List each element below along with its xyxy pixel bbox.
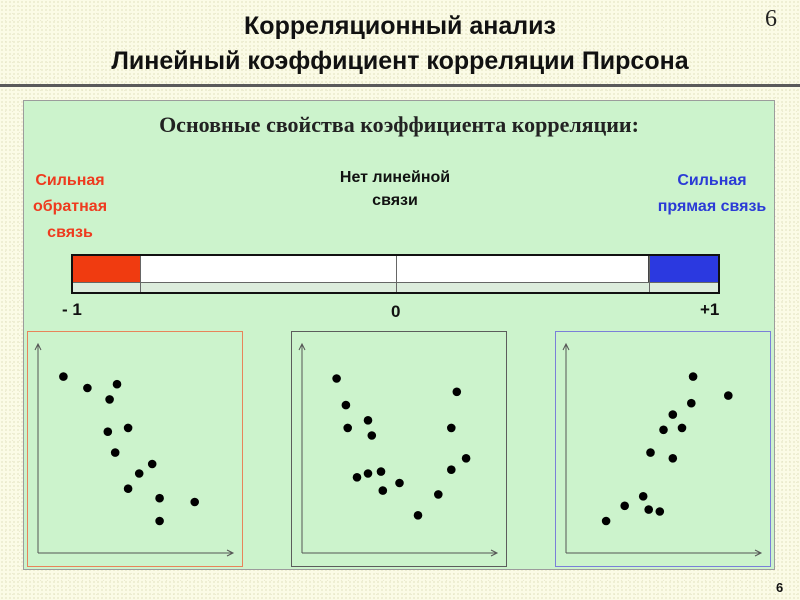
y-axis-arrow-icon xyxy=(34,342,42,351)
scatter-point-positive xyxy=(668,410,678,419)
scatter-point-negative xyxy=(103,427,113,436)
scatter-point-positive xyxy=(638,492,648,501)
scatter-point-none xyxy=(461,454,471,463)
correlation-scale-bar xyxy=(71,254,720,294)
scatter-point-none xyxy=(378,486,388,495)
scatter-point-none xyxy=(363,416,373,425)
slide-number-bottom: 6 xyxy=(776,580,784,595)
scatter-point-none xyxy=(376,467,386,476)
scatter-point-negative xyxy=(147,459,157,469)
scale-label-plus-one: +1 xyxy=(700,300,720,319)
label-no-linear: Нет линейной связи xyxy=(339,169,451,209)
scatter-plot-positive-svg xyxy=(562,342,763,557)
x-axis-arrow-icon xyxy=(226,549,235,557)
scatter-point-positive xyxy=(646,448,655,457)
scatter-point-positive xyxy=(644,505,653,514)
scatter-plot-none-svg xyxy=(298,342,499,557)
scatter-point-positive xyxy=(601,516,611,526)
panel-subtitle: Основные свойства коэффициента корреляци… xyxy=(159,112,639,137)
scale-tick-negative xyxy=(140,256,141,292)
y-axis-arrow-icon xyxy=(562,342,570,351)
scatter-point-positive xyxy=(677,423,687,433)
scatter-point-negative xyxy=(190,497,199,507)
scatter-point-negative xyxy=(59,372,68,381)
scatter-point-none xyxy=(367,431,377,440)
scatter-point-none xyxy=(363,469,373,478)
scatter-point-none xyxy=(343,423,352,433)
scatter-point-none xyxy=(452,387,462,397)
scatter-plot-negative xyxy=(27,331,243,567)
scatter-plot-none xyxy=(291,331,507,567)
scatter-point-none xyxy=(352,473,362,482)
scatter-point-positive xyxy=(688,372,698,381)
scatter-point-negative xyxy=(83,383,92,393)
scale-label-zero: 0 xyxy=(391,302,401,321)
scatter-point-negative xyxy=(110,448,120,457)
scatter-point-negative xyxy=(155,493,164,503)
scatter-point-negative xyxy=(134,469,144,478)
scatter-point-none xyxy=(447,423,456,433)
scatter-point-negative xyxy=(112,379,122,389)
slide-number-top: 6 xyxy=(765,6,777,32)
y-axis-arrow-icon xyxy=(298,342,306,351)
scatter-point-negative xyxy=(123,484,133,493)
slide-title-line2: Линейный коэффициент корреляции Пирсона xyxy=(111,47,689,75)
scatter-point-negative xyxy=(155,516,164,526)
scatter-point-none xyxy=(332,374,341,383)
scatter-point-positive xyxy=(668,454,678,463)
scale-tick-zero xyxy=(396,256,397,292)
scale-positive-segment xyxy=(648,256,718,282)
scatter-point-none xyxy=(434,490,443,499)
scatter-point-none xyxy=(413,511,423,520)
scatter-point-positive xyxy=(687,398,696,408)
x-axis-arrow-icon xyxy=(490,549,499,557)
scale-inner-line xyxy=(73,282,718,283)
scale-label-minus-one: - 1 xyxy=(62,300,82,319)
scatter-point-positive xyxy=(724,391,733,400)
scatter-point-positive xyxy=(620,501,629,511)
scatter-point-negative xyxy=(105,395,114,404)
scatter-point-none xyxy=(447,465,456,474)
scatter-point-positive xyxy=(655,507,665,516)
title-divider xyxy=(0,84,800,87)
scatter-plot-negative-svg xyxy=(34,342,235,557)
scatter-point-none xyxy=(341,400,351,410)
scatter-plot-positive xyxy=(555,331,771,567)
scatter-point-negative xyxy=(123,423,133,433)
label-strong-negative: Сильная обратная связь xyxy=(32,172,108,241)
slide-title-line1: Корреляционный анализ xyxy=(244,12,556,40)
x-axis-arrow-icon xyxy=(754,549,763,557)
scale-tick-positive xyxy=(649,256,650,292)
label-strong-positive: Сильная прямая связь xyxy=(657,172,767,215)
scale-negative-segment xyxy=(73,256,141,282)
scatter-point-positive xyxy=(659,425,668,435)
scatter-point-none xyxy=(395,478,404,488)
